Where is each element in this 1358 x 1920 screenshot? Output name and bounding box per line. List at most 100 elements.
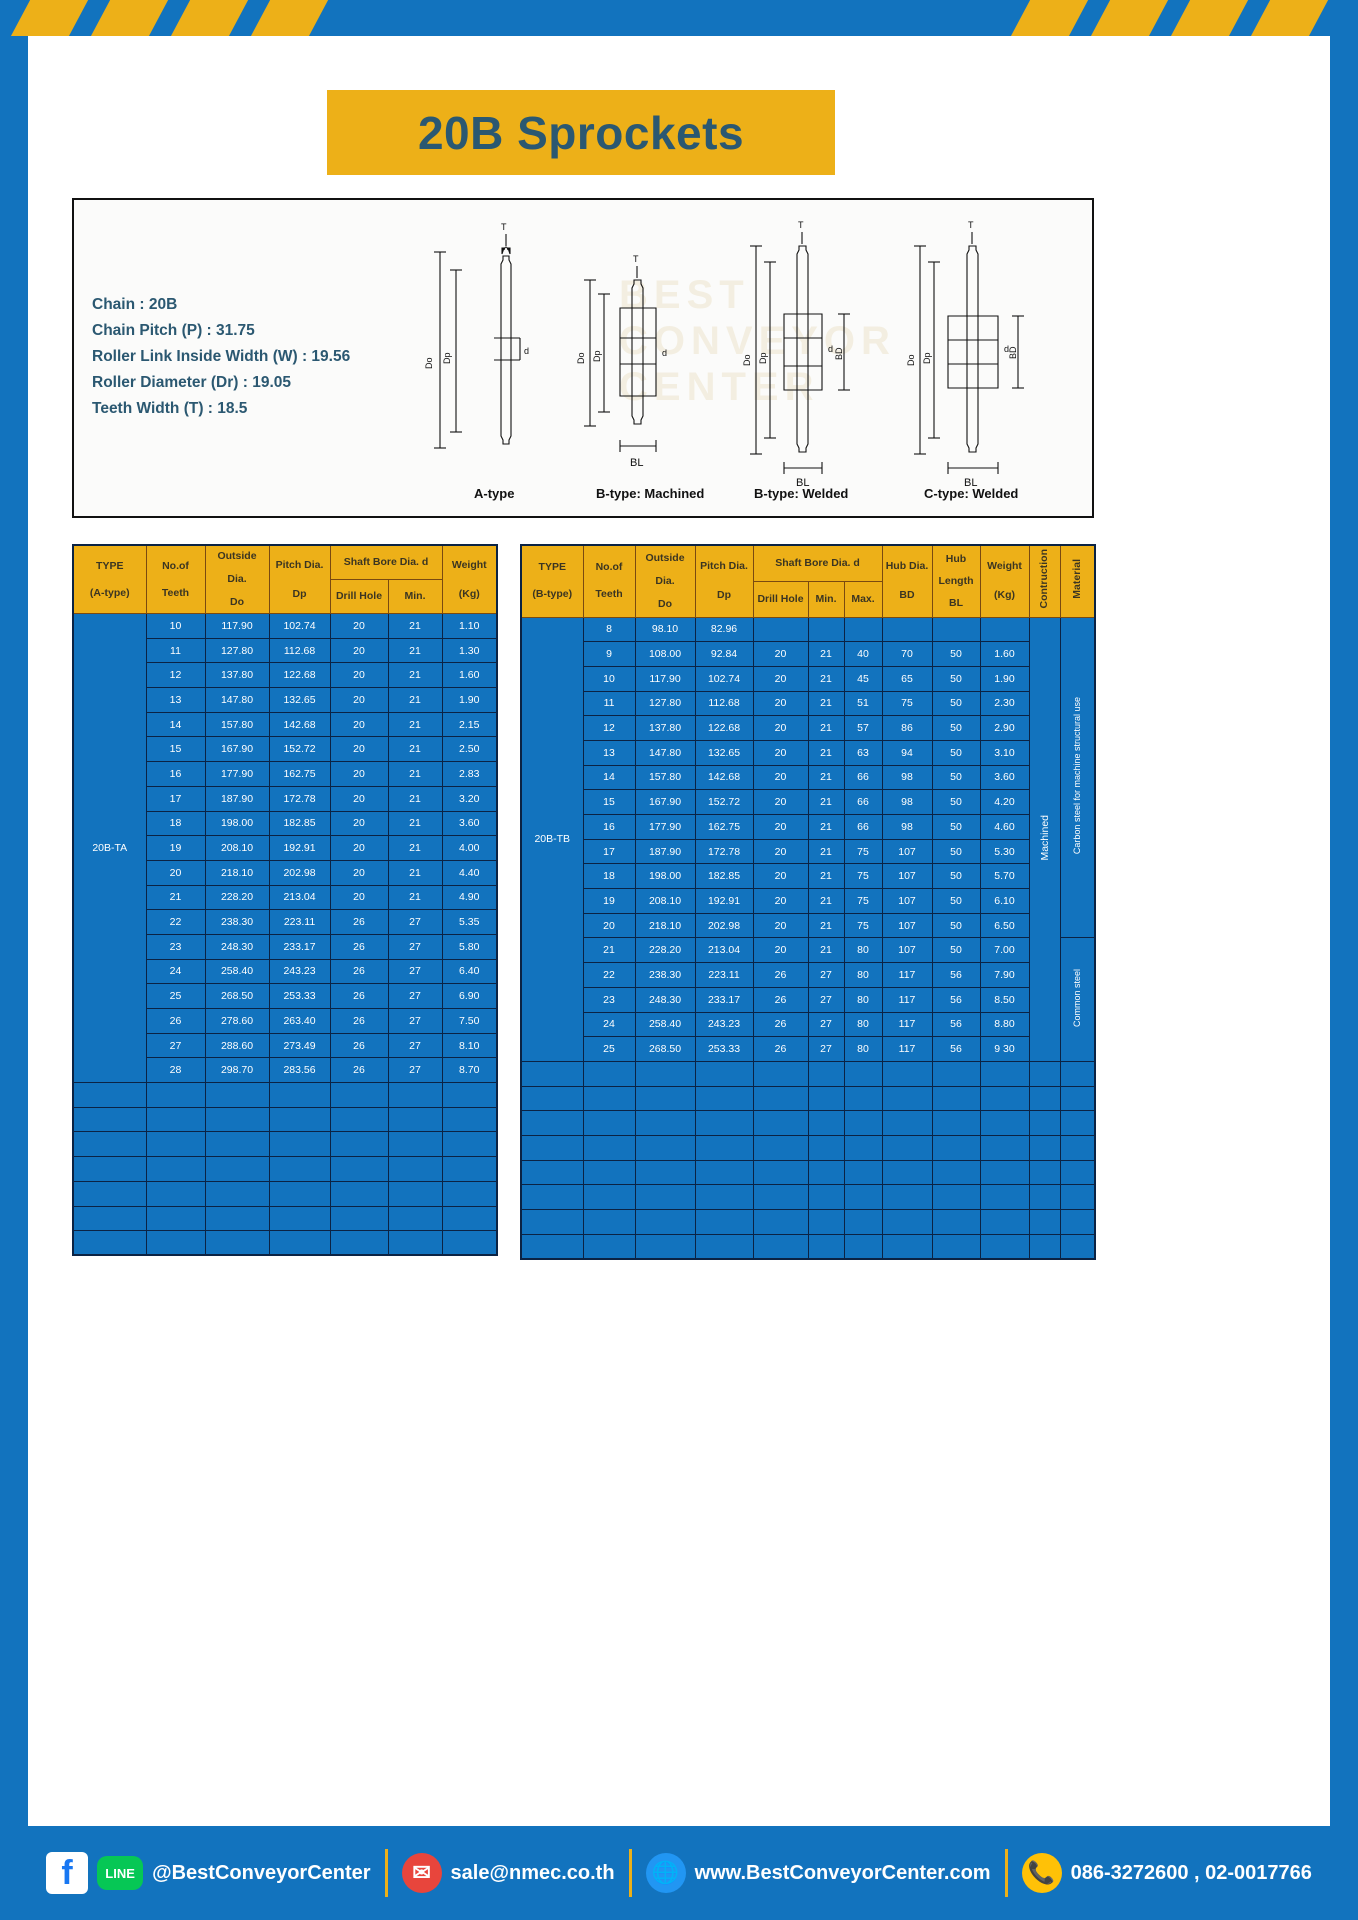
table-cell (979, 1134, 1030, 1161)
table-cell: 21 (387, 785, 443, 812)
table-cell: 16 (145, 761, 206, 787)
table-cell: 26 (752, 986, 809, 1013)
table-cell: 1.60 (441, 662, 498, 689)
footer-phone-label: 086-3272600 , 02-0017766 (1070, 1861, 1312, 1884)
th-b-hl-l3: BL (949, 596, 964, 609)
cell-empty (520, 1085, 584, 1112)
footer-facebook[interactable]: f LINE @BestConveyorCenter (32, 1852, 384, 1894)
table-cell: 27 (807, 1036, 845, 1062)
table-cell: 20 (752, 690, 809, 717)
table-cell (807, 616, 845, 643)
table-cell: 122.68 (694, 715, 754, 741)
table-row (520, 1085, 1096, 1112)
table-cell: 82.96 (694, 616, 754, 643)
th-a-od-l2: Dia. (227, 573, 247, 585)
table-cell: 50 (931, 764, 981, 791)
table-cell: 21 (582, 937, 636, 964)
table-cell: 117 (881, 1036, 933, 1062)
table-cell (441, 1131, 498, 1158)
table-cell: 26 (329, 1008, 389, 1034)
table-cell: 108.00 (634, 641, 696, 667)
cell-empty (1059, 1110, 1096, 1136)
table-cell: 2.90 (979, 715, 1030, 741)
table-cell: 94 (881, 739, 933, 766)
table-cell: 102.74 (694, 665, 754, 692)
table-row: 24 258.40 243.23 26 27 80 117 56 8.80 (521, 1011, 1095, 1038)
svg-text:BD: BD (834, 347, 844, 360)
cell-contruction-value: Machined (1028, 616, 1061, 1062)
table-cell (387, 1082, 443, 1108)
table-cell: 20 (329, 835, 389, 861)
table-cell: 80 (843, 1011, 883, 1038)
table-cell (582, 1184, 636, 1210)
svg-text:Do: Do (742, 354, 752, 366)
table-cell: 20 (752, 863, 809, 890)
table-row (72, 1082, 498, 1108)
chevron-shape (166, 0, 252, 36)
table-cell: 243.23 (268, 958, 331, 985)
table-cell: 21 (387, 761, 443, 787)
svg-text:Do: Do (906, 354, 916, 366)
th-b-od-l1: Outside (645, 551, 685, 564)
table-cell: 13 (145, 687, 206, 713)
table-cell (145, 1205, 206, 1232)
table-cell (979, 1184, 1030, 1210)
table-cell: 4.60 (979, 814, 1030, 840)
table-cell (843, 1159, 883, 1186)
table-cell (843, 1233, 883, 1260)
table-cell: 50 (931, 739, 981, 766)
th-a-teeth-l2: Teeth (161, 586, 190, 599)
table-cell: 75 (843, 912, 883, 939)
table-cell: 15 (582, 789, 636, 815)
table-cell (752, 1110, 809, 1136)
svg-text:BL: BL (630, 457, 643, 469)
table-cell: 107 (881, 888, 933, 914)
th-a-outside-dia: Outside Dia. Do (204, 544, 270, 614)
chevron-shape (6, 0, 92, 36)
table-row: 20B-TB 8 98.10 82.96 Machined Carbon steel fo… (520, 616, 1096, 1062)
mail-icon[interactable]: ✉ (401, 1853, 442, 1893)
table-row (520, 1110, 1096, 1136)
table-cell: 80 (843, 962, 883, 988)
table-cell (441, 1230, 498, 1256)
table-cell (807, 1233, 845, 1260)
table-cell: 1.90 (441, 687, 498, 713)
sprocket-drawings: T Do Dp (404, 204, 1094, 520)
table-cell: 132.65 (268, 687, 331, 713)
globe-icon[interactable]: 🌐 (645, 1853, 686, 1893)
svg-text:T: T (798, 220, 804, 230)
th-b-hl-l1: Hub (945, 552, 967, 565)
table-cell (204, 1131, 270, 1158)
chevron-shape (246, 0, 332, 36)
table-cell (387, 1180, 443, 1207)
table-cell: 20 (752, 888, 809, 914)
table-cell: 5.80 (441, 933, 498, 960)
table-cell: 20 (752, 814, 809, 840)
table-cell: 21 (807, 888, 845, 914)
cell-empty (1028, 1085, 1061, 1112)
footer-email[interactable]: ✉ sale@nmec.co.th (388, 1853, 629, 1893)
page-body: 20B Sprockets BEST CONVEYOR CENTER Chain… (28, 36, 1330, 1826)
th-b-contruction: Contruction (1028, 544, 1061, 618)
footer-phone[interactable]: 📞 086-3272600 , 02-0017766 (1008, 1853, 1326, 1893)
table-cell: 9 30 (979, 1036, 1030, 1062)
table-row: 20 218.10 202.98 20 21 75 107 50 6.50 (521, 912, 1095, 939)
facebook-icon[interactable]: f (46, 1852, 89, 1894)
table-cell (387, 1156, 443, 1182)
table-cell: 21 (387, 662, 443, 689)
line-icon[interactable]: LINE (97, 1856, 144, 1890)
table-row (520, 1184, 1096, 1210)
table-cell: 75 (881, 690, 933, 717)
footer-website[interactable]: 🌐 www.BestConveyorCenter.com (632, 1853, 1005, 1893)
table-cell: 20 (752, 764, 809, 791)
table-a-body: 20B-TA 10 117.90 102.74 20 21 1.10 11 127.80 112.… (72, 612, 498, 1256)
th-b-hub-length: Hub Length BL (931, 544, 981, 618)
phone-icon[interactable]: 📞 (1021, 1853, 1062, 1893)
table-cell (807, 1060, 845, 1087)
table-cell: 86 (881, 715, 933, 741)
table-cell (752, 1184, 809, 1210)
table-cell (843, 1060, 883, 1087)
th-a-pd-l1: Pitch Dia. (275, 558, 324, 571)
spec-line-chain: Chain : 20B (92, 296, 178, 313)
table-cell: 21 (807, 690, 845, 717)
